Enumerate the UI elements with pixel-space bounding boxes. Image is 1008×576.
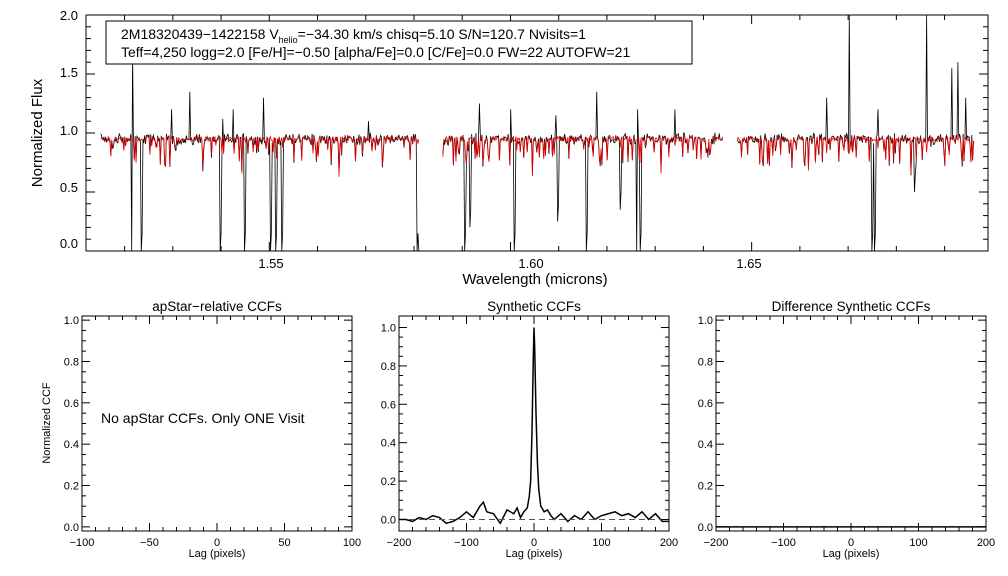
apstar-ccf-panel: apStar−relative CCFs −100 −50 0 50 100 0.0 0.2… xyxy=(41,299,361,560)
spectrum-annotation: 2M18320439−1422158 Vhelio=−34.30 km/s ch… xyxy=(105,20,693,65)
annotation-v: V xyxy=(269,26,279,42)
xtick-label: 0 xyxy=(214,537,220,549)
spectrum-ytick-label: 0.5 xyxy=(60,180,78,195)
synthetic-ccf-panel: Synthetic CCFs −200 −100 0 100 200 0.0 0.2 0.4 0… xyxy=(381,299,678,560)
model-spectrum-chip-1 xyxy=(100,135,420,177)
xtick-label: −100 xyxy=(70,537,95,549)
ytick-label: 1.0 xyxy=(698,315,713,327)
ytick-label: 1.0 xyxy=(381,323,396,335)
ytick-label: 0.2 xyxy=(64,481,79,493)
annotation-v-subscript: helio xyxy=(279,35,298,45)
ytick-label: 0.6 xyxy=(64,398,79,410)
observed-spectrum-chip-3 xyxy=(736,15,974,251)
spectrum-ytick-label: 1.5 xyxy=(60,65,78,80)
apstar-ccf-xaxis-label: Lag (pixels) xyxy=(189,548,246,560)
ytick-label: 0.8 xyxy=(698,356,713,368)
xtick-label: 50 xyxy=(278,537,290,549)
spectrum-ticks xyxy=(86,14,988,252)
xtick-label: 100 xyxy=(909,537,927,549)
difference-ccf-xaxis-label: Lag (pixels) xyxy=(823,548,880,560)
ytick-label: 0.8 xyxy=(381,361,396,373)
observed-spectrum-chip-1 xyxy=(100,50,420,251)
xtick-label: 200 xyxy=(660,537,678,549)
xtick-label: 0 xyxy=(848,537,854,549)
xtick-label: −100 xyxy=(771,537,796,549)
ytick-label: 0.6 xyxy=(381,399,396,411)
spectrum-xtick-label: 1.65 xyxy=(736,256,761,271)
ytick-label: 0.4 xyxy=(64,439,79,451)
spectrum-xtick-label: 1.60 xyxy=(518,256,543,271)
ytick-label: 0.6 xyxy=(698,398,713,410)
xtick-label: 200 xyxy=(977,537,995,549)
ytick-label: 0.2 xyxy=(381,476,396,488)
annotation-line-1-rest: =−34.30 km/s chisq=5.10 S/N=120.7 Nvisit… xyxy=(298,26,587,42)
spectrum-yaxis-label: Normalized Flux xyxy=(29,78,46,187)
xtick-label: −50 xyxy=(140,537,159,549)
difference-ccf-ticks: −200 −100 0 100 200 0.0 0.2 0.4 0.6 0.8 1.0 xyxy=(698,315,995,549)
ytick-label: 0.8 xyxy=(64,356,79,368)
spectrum-ytick-label: 0.0 xyxy=(60,236,78,251)
annotation-line-2: Teff=4,250 logg=2.0 [Fe/H]=−0.50 [alpha/… xyxy=(121,44,630,60)
apstar-ccf-message: No apStar CCFs. Only ONE Visit xyxy=(101,410,305,426)
model-spectrum-chip-3 xyxy=(736,135,974,175)
spectrum-ytick-label: 2.0 xyxy=(60,8,78,23)
xtick-label: 100 xyxy=(592,537,610,549)
spectrum-xaxis-label: Wavelength (microns) xyxy=(462,271,607,288)
synthetic-ccf-xaxis-label: Lag (pixels) xyxy=(506,548,563,560)
annotation-box xyxy=(105,20,693,65)
ytick-label: 0.4 xyxy=(698,439,713,451)
ytick-label: 0.0 xyxy=(64,522,79,534)
apstar-ccf-yaxis-label: Normalized CCF xyxy=(41,382,53,464)
difference-ccf-axes-frame xyxy=(715,315,987,532)
apstar-ccf-title: apStar−relative CCFs xyxy=(152,299,282,314)
ytick-label: 0.0 xyxy=(381,514,396,526)
spectrum-traces xyxy=(100,15,974,251)
xtick-label: 0 xyxy=(531,537,537,549)
xtick-label: −100 xyxy=(454,537,479,549)
ytick-label: 0.0 xyxy=(698,522,713,534)
ytick-label: 0.4 xyxy=(381,438,396,450)
annotation-star-id: 2M18320439−1422158 xyxy=(121,26,266,42)
difference-ccf-title: Difference Synthetic CCFs xyxy=(772,299,931,314)
difference-ccf-panel: Difference Synthetic CCFs −200 −100 0 100 20… xyxy=(698,299,995,560)
synthetic-ccf-title: Synthetic CCFs xyxy=(487,299,581,314)
apstar-ccf-ticks: −100 −50 0 50 100 0.0 0.2 0.4 0.6 0.8 1.0 xyxy=(64,315,361,549)
observed-spectrum-chip-2 xyxy=(442,91,724,251)
model-spectrum-chip-2 xyxy=(442,135,724,176)
spectrum-xtick-label: 1.55 xyxy=(258,256,283,271)
xtick-label: −200 xyxy=(704,537,729,549)
spectrum-panel: 1.55 1.60 1.65 0.0 0.5 1.0 1.5 2.0 Wavel… xyxy=(29,8,989,288)
xtick-label: 100 xyxy=(343,537,361,549)
annotation-line-1: 2M18320439−1422158 Vhelio=−34.30 km/s ch… xyxy=(121,26,586,45)
synthetic-ccf-line xyxy=(399,327,669,525)
ytick-label: 1.0 xyxy=(64,315,79,327)
ytick-label: 0.2 xyxy=(698,481,713,493)
synthetic-ccf-traces xyxy=(399,327,669,525)
spectrum-ytick-label: 1.0 xyxy=(60,123,78,138)
xtick-label: −200 xyxy=(387,537,412,549)
synthetic-ccf-ticks: −200 −100 0 100 200 0.0 0.2 0.4 0.6 0.8 1.0 xyxy=(381,316,678,549)
